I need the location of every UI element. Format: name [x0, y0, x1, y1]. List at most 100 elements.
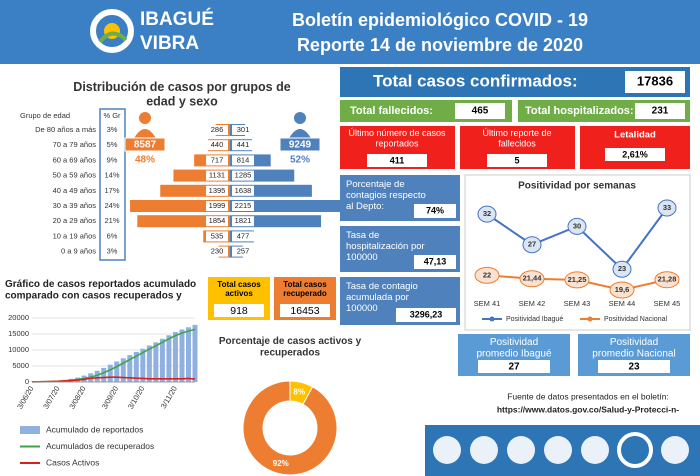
share-label: 5% [107, 140, 118, 149]
kpi-value: 5 [514, 155, 519, 165]
subtitle: Reporte 14 de noviembre de 2020 [297, 35, 583, 55]
title: Boletín epidemiológico COVID - 19 [292, 10, 588, 30]
value-label: 1821 [235, 216, 252, 225]
kpi-value-box [214, 304, 264, 317]
kpi-value: 47,13 [424, 256, 447, 266]
y-tick-label: 0 [25, 377, 29, 386]
age-label: 20 a 29 años [53, 216, 97, 225]
logo [661, 436, 689, 464]
value-label-box [232, 246, 254, 257]
point [609, 281, 635, 299]
kpi-label: Tasa de hospitalización por 100000 [346, 230, 425, 263]
kpi-label: Tasa de contagio acumulada por 100000 [346, 281, 418, 314]
kpi-label: Porcentaje de contagios respecto al Depto: [346, 179, 426, 212]
kpi-label: Último número de casos reportados [348, 128, 446, 148]
y-tick-label: 15000 [8, 329, 29, 338]
kpi-value-box [414, 204, 456, 218]
value-label: 814 [237, 155, 250, 164]
share-label: 21% [104, 216, 119, 225]
kpi-label: Total casos confirmados: [373, 71, 578, 90]
source-label: Fuente de datos presentados en el boletí… [507, 391, 669, 401]
value-label-box [206, 140, 228, 151]
value-label-box [206, 216, 228, 227]
x-tick-label: 3/09/20 [100, 384, 120, 410]
value-label: 1395 [209, 186, 226, 195]
kpi-value: 2,61% [622, 149, 648, 159]
age-label: 10 a 19 años [53, 231, 97, 240]
logo-text: IBAGUÉ [140, 8, 214, 30]
age-label: 0 a 9 años [61, 247, 96, 256]
bar [94, 370, 100, 382]
logo-text: VIBRA [140, 33, 199, 54]
bar [166, 335, 172, 382]
kpi-value-box [635, 103, 685, 119]
share-label: 9% [107, 155, 118, 164]
value-label: 440 [211, 140, 224, 149]
person-body [133, 129, 157, 140]
chart-title: Distribución de casos por grupos de edad … [73, 80, 290, 108]
kpi-box [580, 126, 690, 169]
total-share: 52% [290, 155, 310, 166]
bar [192, 324, 198, 382]
point [522, 236, 542, 254]
y-tick-label: 10000 [8, 345, 29, 354]
column-header: % Gr [103, 111, 121, 120]
value-label: 717 [211, 155, 224, 164]
kpi-value: 411 [390, 155, 405, 165]
kpi-value-box [367, 154, 427, 167]
bar [107, 364, 113, 382]
kpi-label: Último reporte de fallecidos [482, 128, 551, 148]
logo-ring [90, 9, 134, 53]
bar [172, 332, 178, 382]
total-share: 48% [135, 155, 155, 166]
kpi-value-box [605, 148, 665, 161]
age-label: 70 a 79 años [53, 140, 97, 149]
value-label: 1638 [235, 186, 252, 195]
bar [179, 329, 185, 382]
chart-frame [464, 174, 691, 331]
total-value: 9249 [289, 140, 312, 151]
person-head [139, 112, 151, 124]
donut-slice [242, 380, 338, 476]
value-label-box [232, 140, 254, 151]
total-value: 8587 [134, 140, 157, 151]
kpi-label: Total fallecidos: [350, 105, 433, 117]
point [612, 260, 632, 278]
value-label-box [232, 170, 254, 181]
kpi-value: 16453 [290, 305, 319, 317]
legend-label: Acumulado de reportados [46, 424, 143, 434]
y-tick-label: 20000 [8, 313, 29, 322]
value-label-box [232, 155, 254, 166]
column-header: Grupo de edad [20, 111, 70, 120]
legend-label: Acumulados de recuperados [46, 441, 154, 451]
bar [146, 345, 152, 382]
kpi-value-box [396, 308, 456, 322]
age-label: 50 a 59 años [53, 171, 97, 180]
chart-title: Porcentaje de casos activos y recuperados [219, 336, 362, 359]
bar [130, 200, 230, 212]
value-label: 92% [273, 459, 289, 468]
value-label-box [206, 170, 228, 181]
value-label: 33 [663, 203, 671, 212]
person-head [294, 112, 306, 124]
value-label: 257 [237, 247, 250, 256]
age-label: 60 a 69 años [53, 155, 97, 164]
value-label: 22 [483, 270, 491, 279]
value-label: 441 [237, 140, 250, 149]
bar [230, 200, 341, 212]
value-label: 32 [483, 209, 491, 218]
value-label-box [232, 185, 254, 196]
kpi-value-box [598, 360, 670, 373]
value-label-box [232, 231, 254, 242]
logo [544, 436, 572, 464]
share-label: 17% [104, 186, 119, 195]
kpi-label: Total casos activos [217, 280, 261, 298]
person-body [288, 129, 312, 140]
share-label: 6% [107, 231, 118, 240]
source-url[interactable]: https://www.datos.gov.co/Salud-y-Protecc… [497, 404, 679, 414]
value-label: 535 [211, 231, 224, 240]
kpi-value: 74% [426, 205, 444, 215]
x-tick-label: SEM 41 [474, 299, 501, 308]
